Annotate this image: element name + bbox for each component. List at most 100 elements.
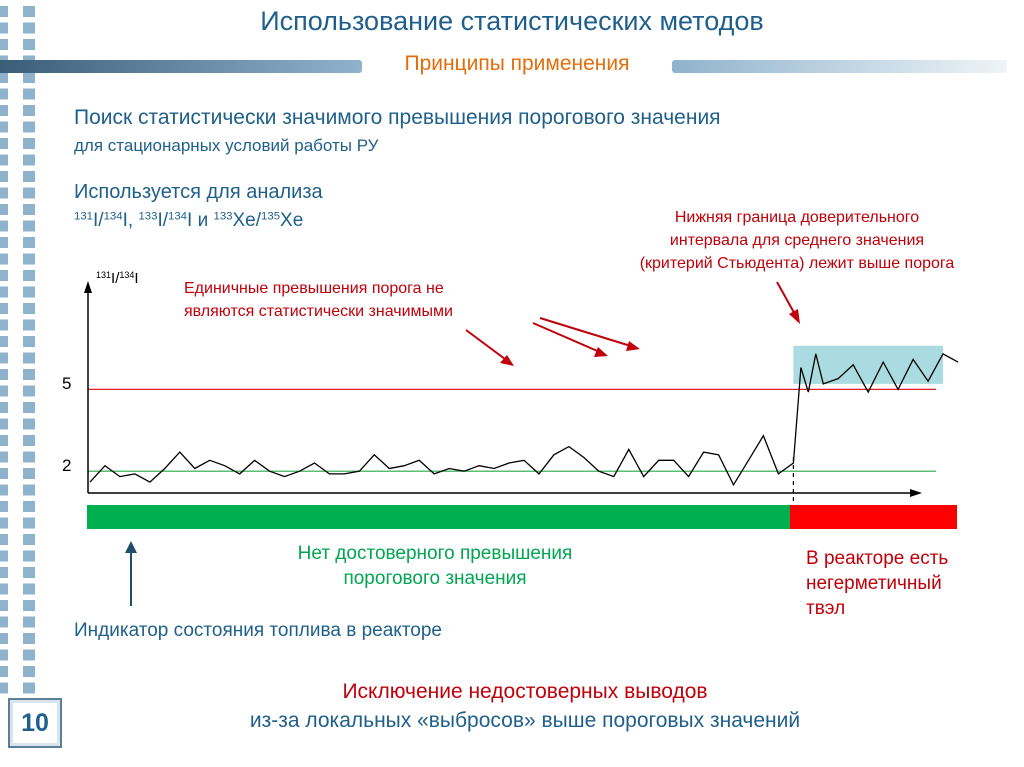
separator: , <box>127 210 139 231</box>
element-symbol: I/ <box>157 210 169 231</box>
element-symbol: I <box>187 210 193 231</box>
y-tick-label: 2 <box>62 456 72 475</box>
element-symbol: I/ <box>93 210 104 231</box>
element-symbol: I/ <box>111 270 120 287</box>
strip-square <box>23 385 35 397</box>
fuel-state-fail-bar <box>790 505 957 529</box>
mass-number: 134 <box>103 210 123 223</box>
green-zone-text: Нет достоверного превышения порогового з… <box>260 541 610 591</box>
strip-square <box>0 451 8 463</box>
mass-number: 131 <box>74 210 94 223</box>
strip-square <box>23 369 35 380</box>
red-zone-line: твэл <box>806 598 846 619</box>
strip-square <box>23 336 35 347</box>
mass-number: 134 <box>168 210 188 223</box>
strip-square <box>0 501 8 512</box>
strip-square <box>23 484 35 496</box>
strip-square <box>23 204 35 215</box>
strip-square <box>0 88 8 100</box>
isotope-ratio: 133Xe/135Xe <box>213 210 303 231</box>
strip-square <box>0 600 8 611</box>
note-lower-bound: Нижняя граница доверительного интервала … <box>592 206 1002 275</box>
strip-square <box>0 666 8 677</box>
strip-square <box>0 220 8 232</box>
strip-square <box>0 187 8 199</box>
strip-square <box>23 682 35 694</box>
strip-square <box>23 583 35 595</box>
slide-title: Использование статистических методов <box>260 6 764 36</box>
y-tick-label: 5 <box>62 374 72 393</box>
strip-square <box>23 402 35 413</box>
strip-square <box>0 468 8 479</box>
strip-square <box>23 501 35 512</box>
arrowhead-confidence-box <box>789 309 800 324</box>
strip-square <box>0 22 8 34</box>
y-axis-arrowhead <box>84 281 92 293</box>
fuel-indicator-label: Индикатор состояния топлива в реакторе <box>74 620 442 641</box>
strip-square <box>23 633 35 644</box>
strip-square <box>0 204 8 215</box>
strip-square <box>0 6 8 17</box>
note-line: (критерий Стьюдента) лежит выше порога <box>639 255 955 272</box>
green-zone-line: Нет достоверного превышения <box>297 543 573 564</box>
strip-square <box>23 22 35 34</box>
strip-square <box>23 435 35 446</box>
y-axis-label: 131I/134I <box>96 270 139 287</box>
series-line <box>89 353 959 487</box>
red-zone-text: В реакторе есть негерметичный твэл <box>806 546 948 621</box>
strip-square <box>0 138 8 149</box>
strip-square <box>23 534 35 545</box>
mass-number: 133 <box>138 210 158 223</box>
strip-square <box>0 550 8 562</box>
heading-search: Поиск статистически значимого превышения… <box>74 106 721 129</box>
conclusion-line-1: Исключение недостоверных выводов <box>342 680 708 703</box>
arrowhead-peak-2 <box>594 347 608 357</box>
decorative-left-strip <box>0 6 35 694</box>
slide-subtitle: Принципы применения <box>404 52 630 75</box>
note-single-exceedances: Единичные превышения порога не являются … <box>184 277 453 323</box>
mass-number: 134 <box>119 270 135 281</box>
strip-square <box>23 286 35 298</box>
strip-square <box>23 666 35 677</box>
page-number: 10 <box>8 698 62 748</box>
strip-square <box>0 682 8 694</box>
strip-square <box>0 171 8 182</box>
strip-square <box>23 6 35 17</box>
strip-square <box>0 39 8 50</box>
strip-square <box>0 286 8 298</box>
strip-square <box>23 319 35 331</box>
strip-square <box>23 88 35 100</box>
red-zone-line: негерметичный <box>806 573 942 594</box>
arrowhead-peak-3 <box>626 341 640 351</box>
annotation-arrows <box>125 281 800 606</box>
confidence-interval-box <box>793 345 944 384</box>
strip-square <box>0 237 8 248</box>
isotope-ratios: 131I/134I, 133I/134I и 133Xe/135Xe <box>74 210 303 232</box>
strip-square <box>23 39 35 50</box>
red-zone-line: В реакторе есть <box>806 548 949 569</box>
conclusion-line-2: из-за локальных «выбросов» выше пороговы… <box>249 709 801 732</box>
strip-square <box>23 600 35 611</box>
strip-square <box>23 451 35 463</box>
strip-square <box>23 567 35 578</box>
note-line: интервала для среднего значения <box>669 232 925 249</box>
mass-number: 135 <box>261 210 281 223</box>
heading-conditions: для стационарных условий работы РУ <box>74 136 379 155</box>
strip-square <box>23 270 35 281</box>
strip-square <box>23 303 35 314</box>
separator: и <box>192 210 214 231</box>
strip-square <box>23 121 35 133</box>
mass-number: 131 <box>96 270 112 281</box>
element-symbol: I <box>134 270 139 287</box>
strip-square <box>23 550 35 562</box>
strip-square <box>23 517 35 529</box>
arrowhead-indicator <box>125 541 137 553</box>
strip-square <box>0 270 8 281</box>
strip-square <box>0 633 8 644</box>
strip-square <box>23 138 35 149</box>
strip-square <box>23 352 35 364</box>
heading-used-for: Используется для анализа <box>74 181 323 203</box>
strip-square <box>0 72 8 83</box>
strip-square <box>0 105 8 116</box>
